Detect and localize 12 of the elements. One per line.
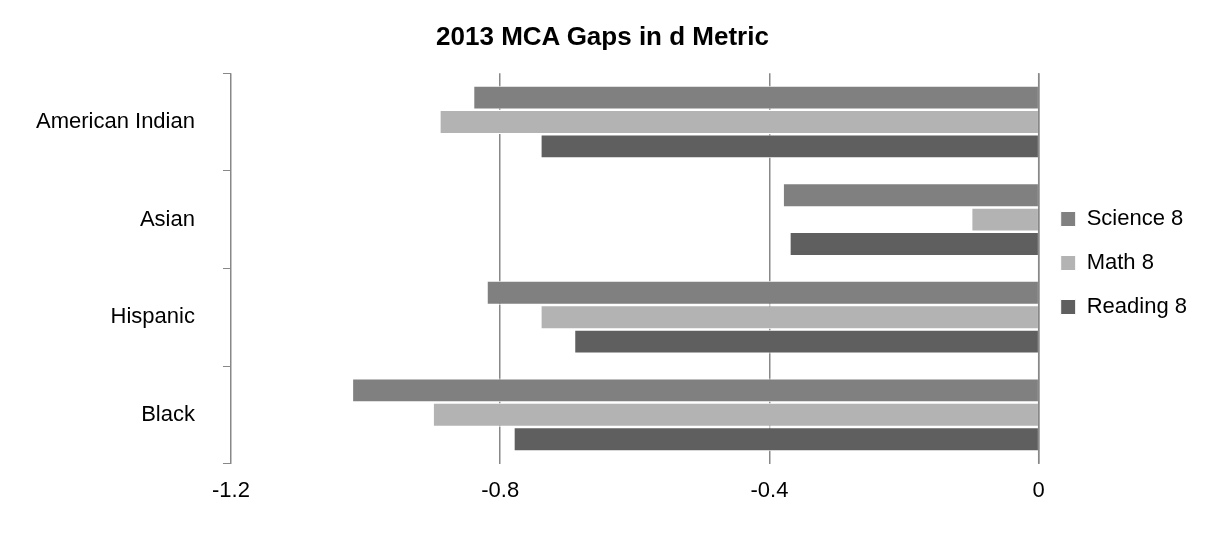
chart-title: 2013 MCA Gaps in d Metric xyxy=(436,20,769,51)
y-tick-label: Hispanic xyxy=(110,303,195,329)
legend-label: Science 8 xyxy=(1086,205,1184,231)
x-tick-label: -1.2 xyxy=(212,476,250,502)
y-tick-label: American Indian xyxy=(35,108,195,134)
legend-label: Math 8 xyxy=(1086,249,1154,275)
y-tick-label: Black xyxy=(141,400,196,426)
x-tick-label: 0 xyxy=(1032,476,1045,502)
y-tick-label: Asian xyxy=(139,205,195,231)
x-tick-label: -0.4 xyxy=(750,476,789,502)
x-tick-label: -0.8 xyxy=(481,476,520,502)
legend-label: Reading 8 xyxy=(1086,293,1188,319)
